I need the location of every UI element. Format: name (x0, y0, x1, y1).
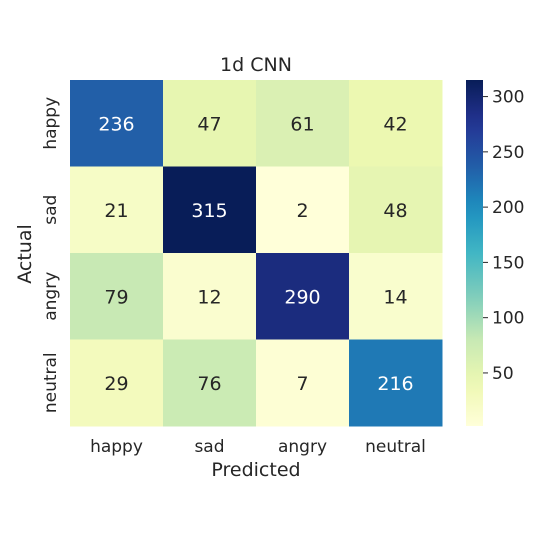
heatmap-cell (70, 166, 164, 254)
heatmap-cell (163, 80, 257, 167)
cell-value-label: 216 (377, 373, 413, 395)
cell-value-label: 29 (104, 373, 128, 395)
colorbar-tick-label: 200 (492, 198, 524, 218)
x-tick-labels: happy sad angry neutral (90, 437, 426, 457)
heatmap-cell (70, 253, 164, 340)
y-tick-label: neutral (41, 352, 61, 413)
heatmap-cell (163, 253, 257, 340)
heatmap-cell (163, 339, 257, 427)
chart-title: 1d CNN (220, 54, 292, 76)
x-tick-label: happy (90, 437, 143, 457)
y-tick-label: angry (41, 272, 61, 321)
cell-value-label: 14 (383, 286, 407, 308)
heatmap-cell (256, 166, 350, 254)
cell-value-label: 79 (104, 286, 128, 308)
heatmap-cell (349, 339, 443, 427)
colorbar-tick-label: 250 (492, 143, 524, 163)
cell-value-label: 61 (290, 113, 314, 135)
colorbar-tick-label: 100 (492, 309, 524, 329)
heatmap-cell (256, 339, 350, 427)
heatmap-cell (349, 166, 443, 254)
x-tick-label: angry (278, 437, 327, 457)
cell-value-label: 236 (98, 113, 134, 135)
cell-value-label: 48 (383, 200, 407, 222)
x-tick-label: sad (194, 437, 224, 457)
heatmap-cell (349, 253, 443, 340)
colorbar-tick-label: 300 (492, 88, 524, 108)
x-axis-title: Predicted (211, 459, 300, 481)
heatmap-cell (70, 339, 164, 427)
colorbar-tick-label: 150 (492, 253, 524, 273)
cell-value-label: 42 (383, 113, 407, 135)
heatmap-cell (349, 80, 443, 167)
y-tick-labels: happy sad angry neutral (41, 97, 61, 413)
cell-value-label: 7 (296, 373, 308, 395)
x-tick-label: neutral (365, 437, 426, 457)
heatmap-cell (256, 80, 350, 167)
cell-value-label: 21 (104, 200, 128, 222)
heatmap-cell (256, 253, 350, 340)
colorbar-tick-label: 50 (492, 364, 514, 384)
heatmap-cell (163, 166, 257, 254)
cell-value-label: 12 (197, 286, 221, 308)
colorbar-ticks: 50 100 150 200 250 300 (483, 88, 524, 384)
cell-value-label: 2 (296, 200, 308, 222)
colorbar (466, 80, 483, 426)
heatmap-cells: 236 47 61 42 21 315 2 48 79 12 290 14 29 76 7 216 (70, 80, 443, 427)
cell-value-label: 76 (197, 373, 221, 395)
cell-value-label: 47 (197, 113, 221, 135)
cell-value-label: 315 (191, 200, 227, 222)
heatmap-cell (70, 80, 164, 167)
cell-value-label: 290 (284, 286, 320, 308)
y-tick-label: sad (41, 195, 61, 225)
y-tick-label: happy (41, 97, 61, 150)
y-axis-title: Actual (14, 224, 36, 284)
